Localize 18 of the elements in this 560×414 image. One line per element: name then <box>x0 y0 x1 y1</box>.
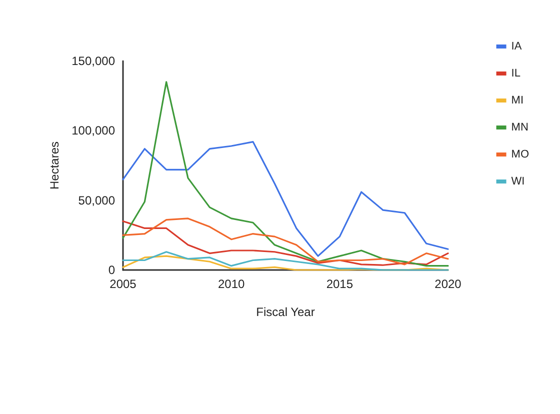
legend-label: MO <box>511 148 530 160</box>
x-tick-label: 2010 <box>218 277 246 291</box>
y-tick-label: 150,000 <box>72 54 116 68</box>
y-tick-label: 50,000 <box>78 193 116 208</box>
legend-label: IL <box>511 68 520 80</box>
legend-label: MI <box>511 94 524 106</box>
legend-label: IA <box>511 40 522 52</box>
y-tick-label: 100,000 <box>72 124 116 138</box>
y-tick-label: 0 <box>108 263 116 277</box>
x-tick-label: 2020 <box>434 277 462 291</box>
x-tick-label: 2005 <box>110 277 137 291</box>
x-tick-label: 2015 <box>326 277 354 291</box>
legend-label: WI <box>511 176 525 188</box>
legend-label: MN <box>511 122 528 134</box>
x-axis-title: Fiscal Year <box>256 305 315 319</box>
line-series <box>122 141 449 257</box>
line-series <box>122 81 449 267</box>
y-axis-title: Hectares <box>48 141 62 190</box>
